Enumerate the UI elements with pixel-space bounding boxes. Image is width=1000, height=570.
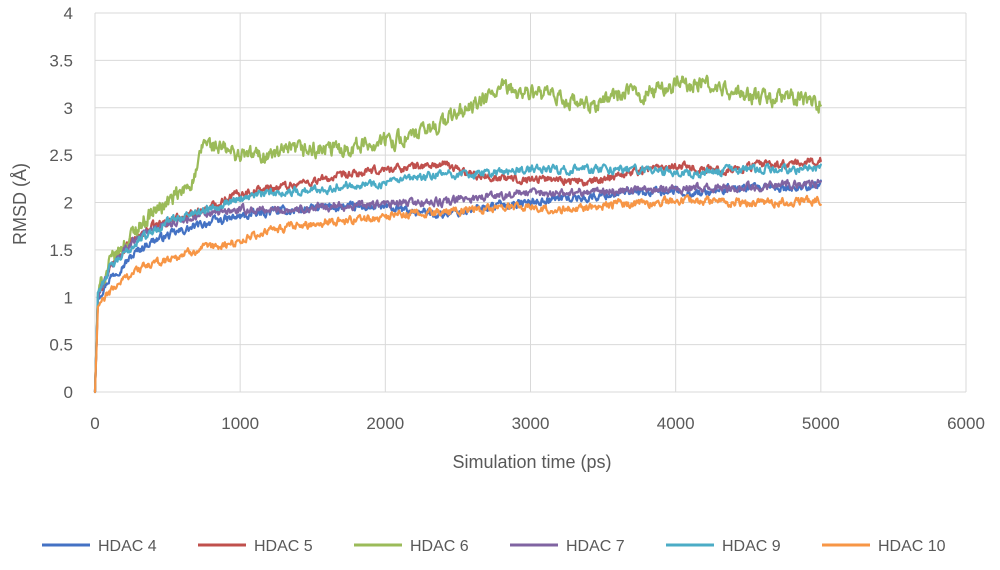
y-axis-title: RMSD (Å) bbox=[10, 163, 30, 245]
x-tick-label: 4000 bbox=[657, 414, 695, 433]
x-axis-title: Simulation time (ps) bbox=[452, 452, 611, 472]
series-line-hdac-7 bbox=[93, 178, 822, 394]
x-tick-label: 2000 bbox=[366, 414, 404, 433]
series-line-hdac-6 bbox=[93, 74, 822, 394]
legend: HDAC 4 HDAC 5 HDAC 6 HDAC 7 HDAC 9 HDAC 10 bbox=[42, 538, 946, 555]
x-tick-label: 3000 bbox=[512, 414, 550, 433]
y-tick-label: 3 bbox=[64, 99, 73, 118]
y-tick-label: 3.5 bbox=[49, 51, 73, 70]
series-lines bbox=[93, 74, 822, 394]
series-line-hdac-4 bbox=[93, 179, 822, 394]
x-tick-label: 6000 bbox=[947, 414, 985, 433]
y-tick-label: 2 bbox=[64, 194, 73, 213]
x-tick-label: 0 bbox=[90, 414, 99, 433]
x-tick-label: 1000 bbox=[221, 414, 259, 433]
legend-label: HDAC 9 bbox=[722, 538, 781, 555]
y-tick-label: 0.5 bbox=[49, 336, 73, 355]
x-tick-label: 5000 bbox=[802, 414, 840, 433]
legend-label: HDAC 10 bbox=[878, 538, 946, 555]
y-tick-label: 0 bbox=[64, 383, 73, 402]
gridlines bbox=[94, 12, 967, 393]
legend-label: HDAC 4 bbox=[98, 538, 157, 555]
y-tick-label: 1 bbox=[64, 288, 73, 307]
series-line-hdac-5 bbox=[93, 156, 822, 394]
series-line-hdac-10 bbox=[93, 194, 822, 394]
y-tick-label: 2.5 bbox=[49, 146, 73, 165]
series-line-hdac-9 bbox=[93, 162, 822, 394]
legend-label: HDAC 6 bbox=[410, 538, 469, 555]
legend-label: HDAC 5 bbox=[254, 538, 313, 555]
y-tick-label: 1.5 bbox=[49, 241, 73, 260]
legend-label: HDAC 7 bbox=[566, 538, 625, 555]
y-tick-label: 4 bbox=[64, 4, 73, 23]
tick-labels: 0 1000 2000 3000 4000 5000 6000 0 0.5 1 1.5 2 2.5 3 3.… bbox=[49, 4, 985, 433]
